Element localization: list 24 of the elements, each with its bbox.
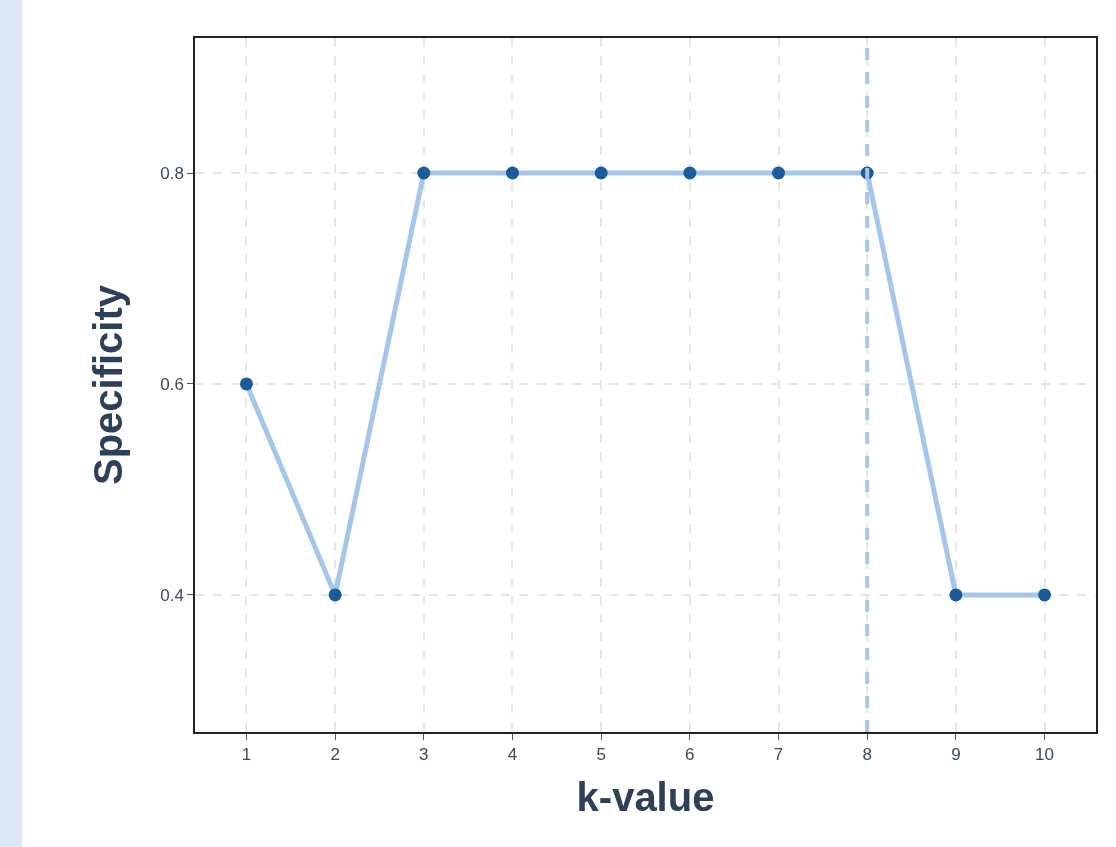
y-tick-label: 0.4: [160, 585, 184, 605]
y-tick-label: 0.8: [160, 163, 184, 183]
x-tick-label: 3: [419, 745, 429, 765]
y-axis-title: Specificity: [86, 284, 131, 486]
point: [328, 588, 342, 602]
x-tick-label: 10: [1035, 745, 1055, 765]
point: [594, 166, 608, 180]
point: [683, 166, 697, 180]
x-tick-label: 9: [951, 745, 961, 765]
x-tick-label: 8: [862, 745, 872, 765]
x-tick-label: 4: [507, 745, 518, 765]
x-tick-label: 7: [773, 745, 784, 765]
point: [949, 588, 963, 602]
point: [772, 166, 786, 180]
y-tick-label: 0.6: [160, 374, 184, 394]
point: [505, 166, 519, 180]
point: [239, 377, 253, 391]
x-axis-title: k-value: [576, 775, 715, 820]
x-tick-label: 2: [330, 745, 340, 765]
point: [417, 166, 431, 180]
x-tick-label: 1: [241, 745, 252, 765]
x-tick-label: 6: [685, 745, 695, 765]
x-tick-label: 5: [596, 745, 606, 765]
point: [1038, 588, 1052, 602]
